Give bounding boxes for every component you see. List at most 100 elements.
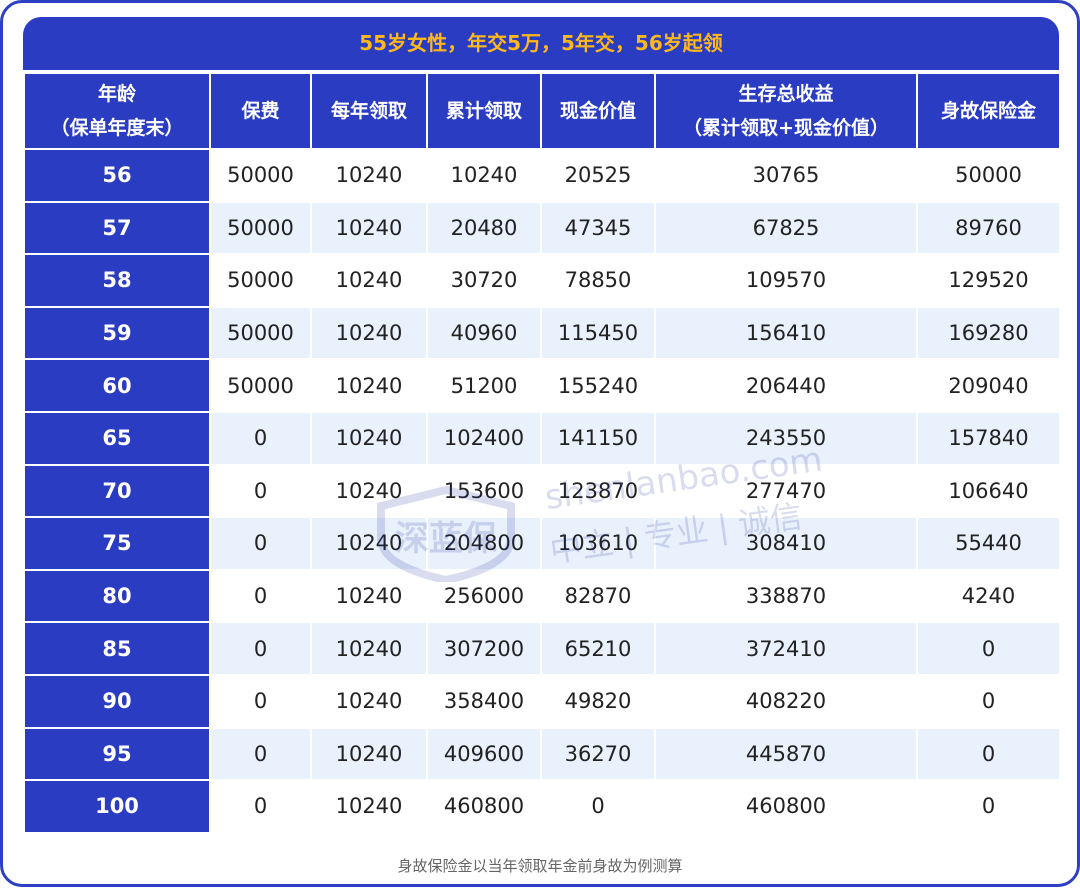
cell-death-benefit: 0 xyxy=(916,779,1059,834)
cell-cumulative-payout: 102400 xyxy=(426,410,542,466)
cell-premium: 0 xyxy=(209,463,312,519)
cell-cash-value: 49820 xyxy=(540,673,656,729)
cell-cumulative-payout: 204800 xyxy=(426,516,542,571)
cell-cash-value: 78850 xyxy=(540,253,656,308)
cell-cash-value: 141150 xyxy=(540,410,656,466)
cell-survival-benefit: 372410 xyxy=(654,621,918,676)
header-age-line2: （保单年度末） xyxy=(50,117,184,139)
cell-cash-value: 82870 xyxy=(540,568,656,624)
cell-annual-payout: 10240 xyxy=(310,253,428,308)
cell-age: 59 xyxy=(23,305,211,361)
cell-premium: 50000 xyxy=(209,148,312,203)
header-survival-benefit: 生存总收益 （累计领取+现金价值） xyxy=(654,72,918,150)
cell-premium: 0 xyxy=(209,516,312,571)
cell-survival-benefit: 243550 xyxy=(654,410,918,466)
cell-cumulative-payout: 153600 xyxy=(426,463,542,519)
cell-death-benefit: 129520 xyxy=(916,253,1059,308)
cell-annual-payout: 10240 xyxy=(310,568,428,624)
cell-death-benefit: 0 xyxy=(916,726,1059,782)
cell-premium: 0 xyxy=(209,726,312,782)
header-premium: 保费 xyxy=(209,72,312,150)
cell-survival-benefit: 30765 xyxy=(654,148,918,203)
cell-death-benefit: 106640 xyxy=(916,463,1059,519)
cell-death-benefit: 55440 xyxy=(916,516,1059,571)
cell-death-benefit: 209040 xyxy=(916,358,1059,413)
cell-cash-value: 65210 xyxy=(540,621,656,676)
cell-age: 75 xyxy=(23,516,211,571)
cell-death-benefit: 50000 xyxy=(916,148,1059,203)
cell-cash-value: 103610 xyxy=(540,516,656,571)
cell-premium: 50000 xyxy=(209,305,312,361)
benefit-table-container: 55岁女性，年交5万，5年交，56岁起领 年龄 （保单年度末） 保费 每 xyxy=(23,17,1059,851)
cell-death-benefit: 169280 xyxy=(916,305,1059,361)
cell-cumulative-payout: 460800 xyxy=(426,779,542,834)
cell-survival-benefit: 445870 xyxy=(654,726,918,782)
cell-cash-value: 20525 xyxy=(540,148,656,203)
table-row: 90 0 10240 358400 49820 408220 0 xyxy=(23,673,1059,729)
cell-survival-benefit: 408220 xyxy=(654,673,918,729)
cell-cumulative-payout: 30720 xyxy=(426,253,542,308)
cell-premium: 0 xyxy=(209,621,312,676)
cell-age: 56 xyxy=(23,148,211,203)
cell-annual-payout: 10240 xyxy=(310,305,428,361)
table-row: 65 0 10240 102400 141150 243550 157840 xyxy=(23,410,1059,466)
table-row: 85 0 10240 307200 65210 372410 0 xyxy=(23,621,1059,676)
cell-premium: 50000 xyxy=(209,358,312,413)
table-body: 56 50000 10240 10240 20525 30765 50000 57 50000 1… xyxy=(23,148,1059,834)
cell-annual-payout: 10240 xyxy=(310,410,428,466)
cell-cumulative-payout: 51200 xyxy=(426,358,542,413)
table-row: 80 0 10240 256000 82870 338870 4240 xyxy=(23,568,1059,624)
cell-death-benefit: 157840 xyxy=(916,410,1059,466)
cell-survival-benefit: 156410 xyxy=(654,305,918,361)
cell-cumulative-payout: 20480 xyxy=(426,200,542,256)
header-annual-payout: 每年领取 xyxy=(310,72,428,150)
cell-cumulative-payout: 307200 xyxy=(426,621,542,676)
cell-age: 100 xyxy=(23,779,211,834)
cell-survival-benefit: 67825 xyxy=(654,200,918,256)
table-row: 58 50000 10240 30720 78850 109570 129520 xyxy=(23,253,1059,308)
cell-survival-benefit: 338870 xyxy=(654,568,918,624)
cell-age: 90 xyxy=(23,673,211,729)
cell-age: 58 xyxy=(23,253,211,308)
cell-cash-value: 47345 xyxy=(540,200,656,256)
cell-annual-payout: 10240 xyxy=(310,358,428,413)
cell-annual-payout: 10240 xyxy=(310,779,428,834)
cell-annual-payout: 10240 xyxy=(310,200,428,256)
table-row: 75 0 10240 204800 103610 308410 55440 xyxy=(23,516,1059,571)
cell-premium: 0 xyxy=(209,673,312,729)
cell-cash-value: 0 xyxy=(540,779,656,834)
cell-annual-payout: 10240 xyxy=(310,516,428,571)
header-age: 年龄 （保单年度末） xyxy=(23,72,211,150)
cell-annual-payout: 10240 xyxy=(310,621,428,676)
cell-age: 85 xyxy=(23,621,211,676)
table-row: 100 0 10240 460800 0 460800 0 xyxy=(23,779,1059,834)
cell-premium: 0 xyxy=(209,568,312,624)
cell-annual-payout: 10240 xyxy=(310,463,428,519)
table-title: 55岁女性，年交5万，5年交，56岁起领 xyxy=(23,17,1059,72)
cell-death-benefit: 0 xyxy=(916,621,1059,676)
cell-cumulative-payout: 10240 xyxy=(426,148,542,203)
header-age-line1: 年龄 xyxy=(97,83,136,105)
cell-death-benefit: 89760 xyxy=(916,200,1059,256)
table-row: 57 50000 10240 20480 47345 67825 89760 xyxy=(23,200,1059,256)
cell-age: 70 xyxy=(23,463,211,519)
cell-premium: 50000 xyxy=(209,200,312,256)
benefit-table: 年龄 （保单年度末） 保费 每年领取 累计领取 现金价值 生存总收益 （累计领取… xyxy=(23,72,1059,834)
cell-cumulative-payout: 256000 xyxy=(426,568,542,624)
cell-survival-benefit: 308410 xyxy=(654,516,918,571)
cell-age: 80 xyxy=(23,568,211,624)
cell-cash-value: 36270 xyxy=(540,726,656,782)
table-row: 59 50000 10240 40960 115450 156410 169280 xyxy=(23,305,1059,361)
header-cash-value: 现金价值 xyxy=(540,72,656,150)
table-row: 95 0 10240 409600 36270 445870 0 xyxy=(23,726,1059,782)
cell-cash-value: 123870 xyxy=(540,463,656,519)
cell-age: 95 xyxy=(23,726,211,782)
cell-cumulative-payout: 409600 xyxy=(426,726,542,782)
cell-survival-benefit: 460800 xyxy=(654,779,918,834)
table-row: 70 0 10240 153600 123870 277470 106640 xyxy=(23,463,1059,519)
cell-cash-value: 115450 xyxy=(540,305,656,361)
cell-survival-benefit: 277470 xyxy=(654,463,918,519)
header-survival-line1: 生存总收益 xyxy=(738,83,834,105)
cell-survival-benefit: 109570 xyxy=(654,253,918,308)
